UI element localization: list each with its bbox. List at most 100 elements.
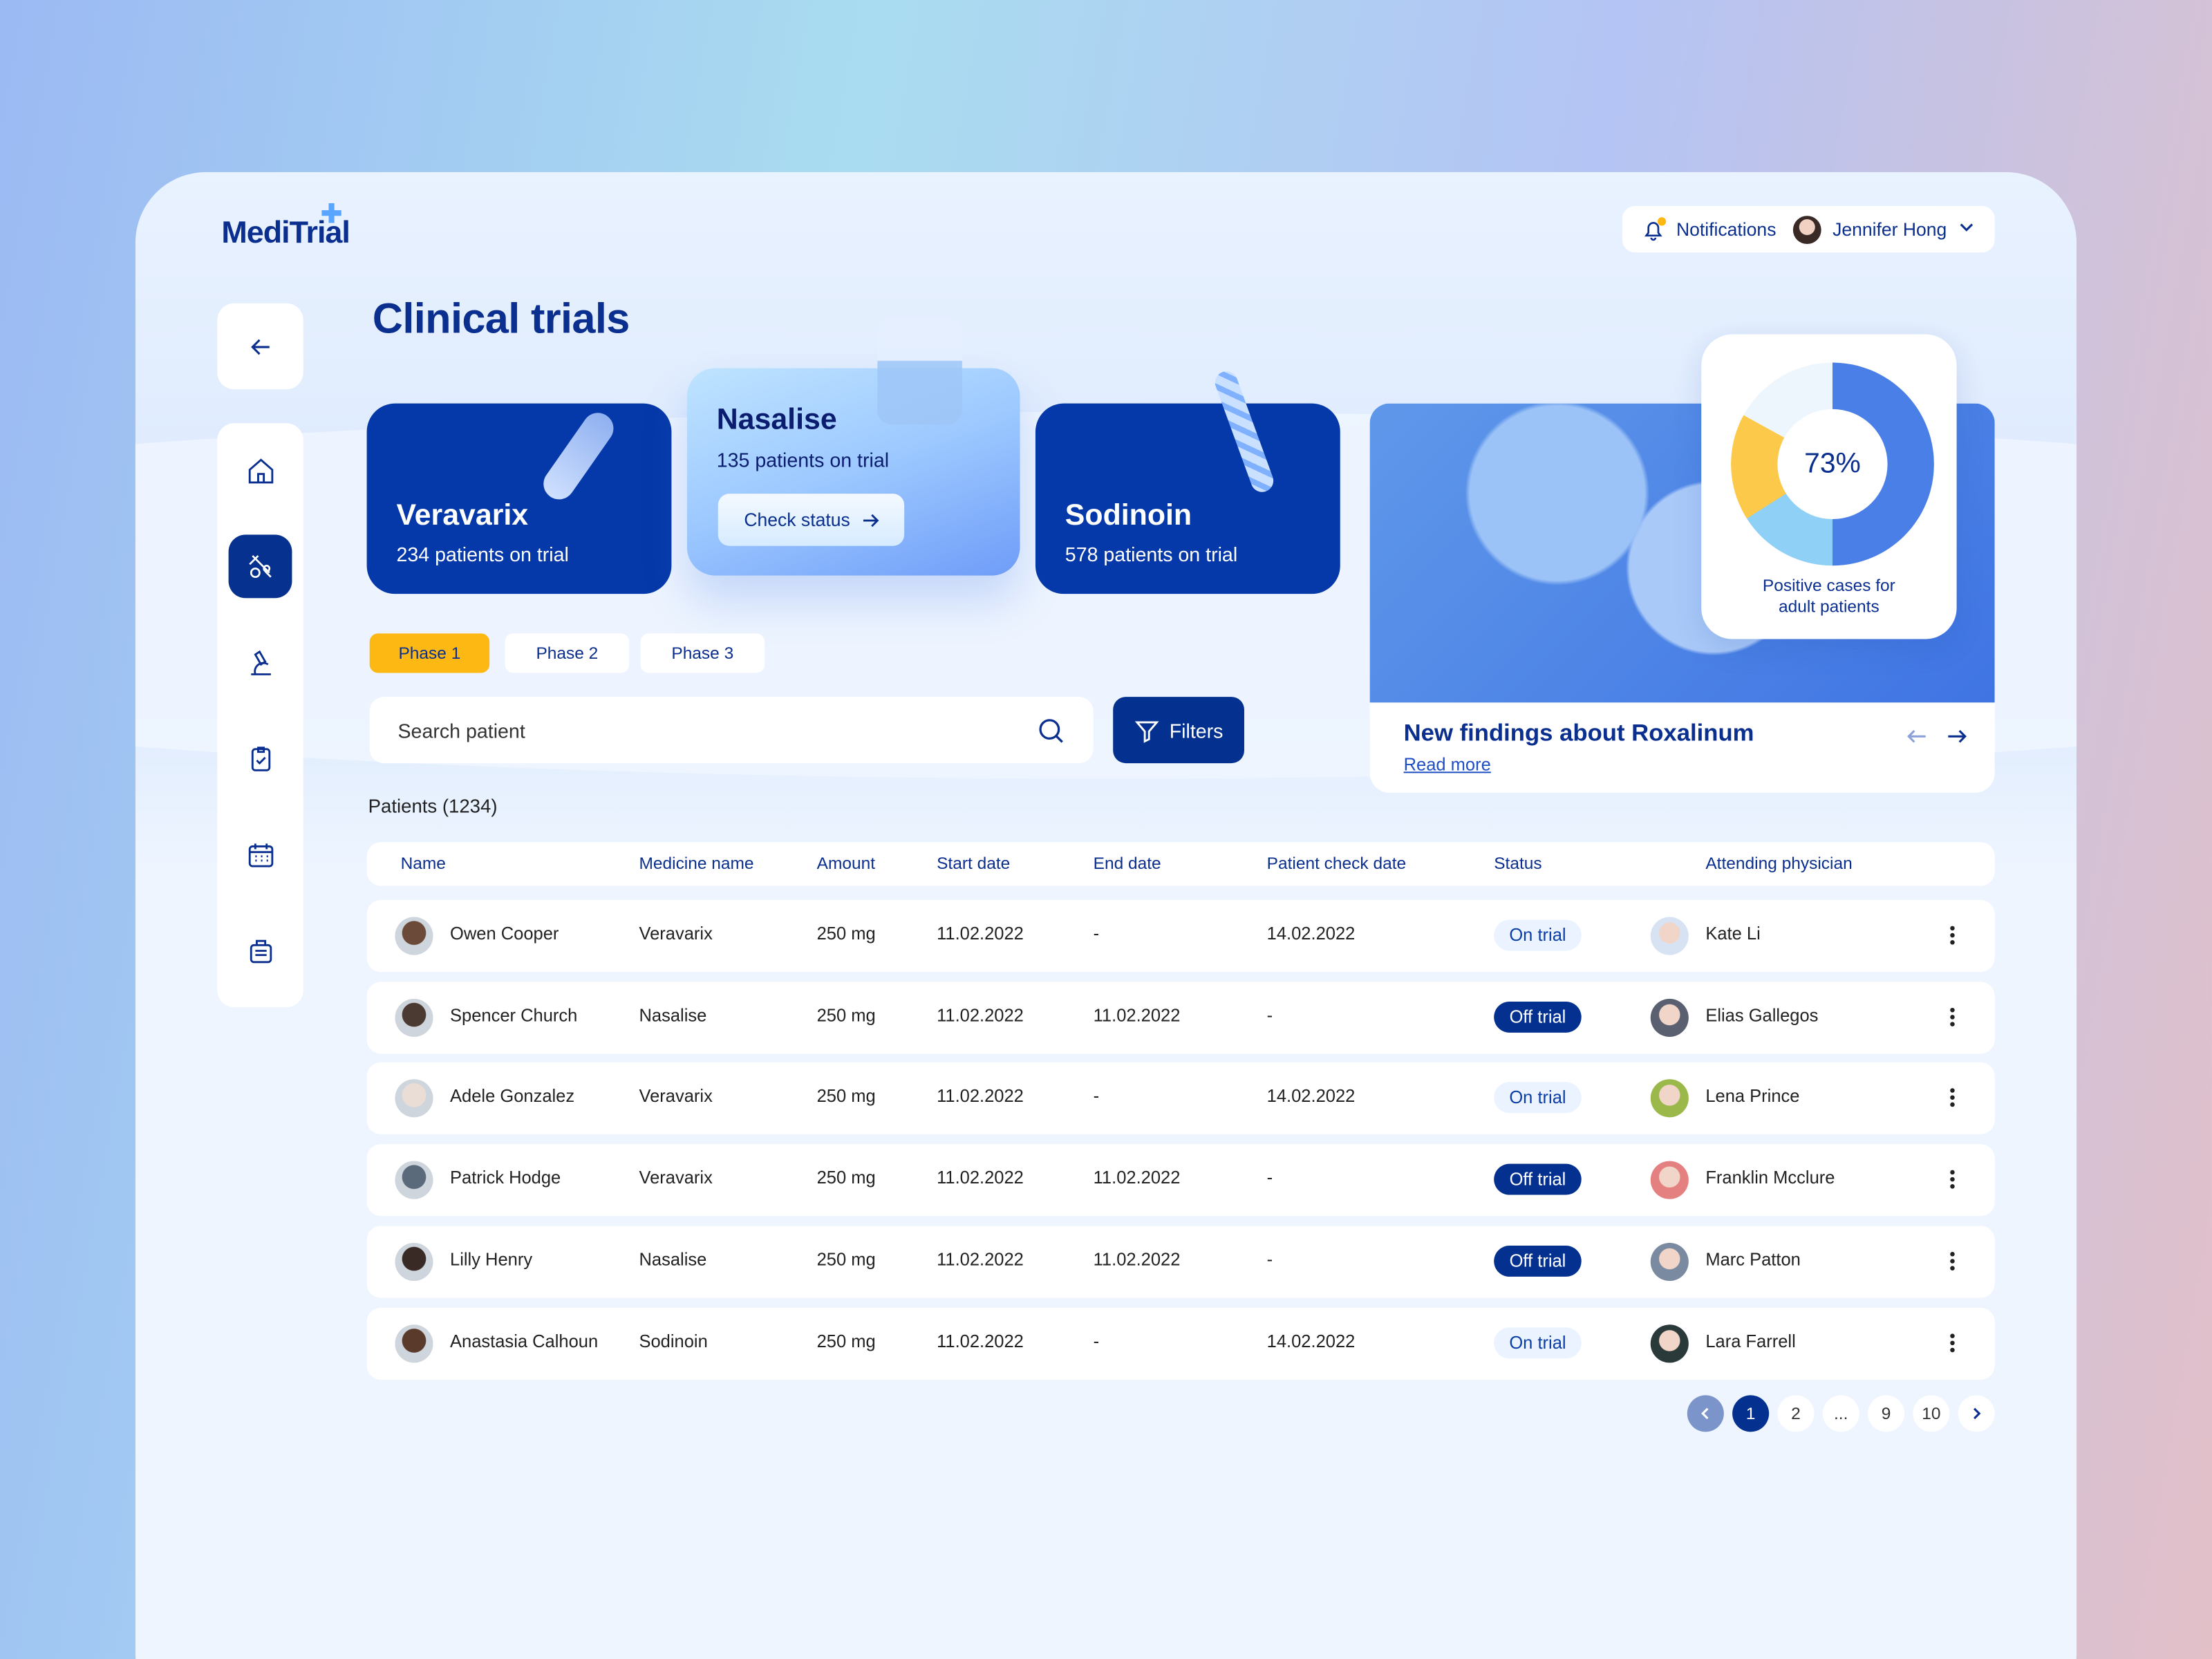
status-badge: On trial [1494,1327,1582,1359]
drug-card-veravarix[interactable]: Veravarix 234 patients on trial [366,403,672,594]
pagination-page[interactable]: 10 [1913,1395,1950,1432]
table-row[interactable]: Patrick Hodge Veravarix 250 mg 11.02.2022 11… [366,1144,1995,1217]
user-name[interactable]: Jennifer Hong [1833,218,1947,240]
end-date: 11.02.2022 [1093,1168,1181,1188]
column-header[interactable]: Amount [816,853,876,874]
physician-name: Kate Li [1705,924,1761,944]
patient-avatar [395,1242,433,1282]
table-row[interactable]: Anastasia Calhoun Sodinoin 250 mg 11.02.202… [366,1307,1995,1380]
pagination-page[interactable]: 1 [1732,1395,1770,1432]
sidebar-item-reports[interactable] [229,727,292,790]
sidebar-item-calendar[interactable] [229,823,292,886]
medicine-name: Nasalise [639,1006,707,1026]
sidebar-item-home[interactable] [229,439,292,503]
sidebar-item-trials[interactable] [228,534,292,599]
more-options-icon[interactable] [1949,1251,1955,1275]
arrow-left-icon[interactable] [1906,725,1929,748]
notifications-link[interactable]: Notifications [1676,218,1777,240]
tab-phase-1[interactable]: Phase 1 [369,633,490,673]
column-header[interactable]: Status [1494,853,1542,874]
end-date: 11.02.2022 [1093,1006,1181,1026]
filters-button[interactable]: Filters [1113,697,1244,764]
table-row[interactable]: Owen Cooper Veravarix 250 mg 11.02.2022 - 14.… [366,900,1995,973]
patient-name: Lilly Henry [450,1250,533,1270]
bell-icon[interactable] [1642,216,1667,241]
drug-card-nasalise[interactable]: Nasalise 135 patients on trial Check sta… [686,317,1020,576]
physician-name: Lena Prince [1705,1086,1800,1106]
column-header[interactable]: Start date [937,853,1011,874]
status-badge: On trial [1494,919,1582,951]
pagination-prev-button[interactable] [1687,1395,1724,1432]
more-options-icon[interactable] [1949,1333,1955,1358]
check-date: - [1266,1168,1273,1188]
drug-card-sodinoin[interactable]: Sodinoin 578 patients on trial [1035,368,1340,594]
check-date: 14.02.2022 [1266,1086,1356,1106]
calendar-icon [247,843,273,867]
home-icon [247,458,273,483]
patient-avatar [395,1079,433,1118]
table-row[interactable]: Lilly Henry Nasalise 250 mg 11.02.2022 11.02… [366,1226,1995,1298]
drug-patients: 135 patients on trial [716,448,890,471]
read-more-link[interactable]: Read more [1403,754,1491,775]
physician-avatar [1650,998,1689,1037]
status-badge: Off trial [1494,1163,1582,1195]
more-options-icon[interactable] [1949,1170,1955,1194]
physician-avatar [1650,917,1689,955]
iv-bag-illustration [877,317,962,425]
pagination-next-button[interactable] [1958,1395,1995,1432]
arrow-left-icon [250,338,269,355]
physician-name: Elias Gallegos [1705,1006,1819,1026]
column-header[interactable]: Attending physician [1705,853,1853,874]
status-badge: On trial [1494,1082,1582,1114]
amount: 250 mg [816,1168,876,1188]
tab-phase-2[interactable]: Phase 2 [505,633,630,673]
chevron-right-icon [1974,1407,1981,1420]
start-date: 11.02.2022 [937,1168,1024,1188]
check-date: - [1266,1250,1273,1270]
column-header[interactable]: Patient check date [1266,853,1407,874]
amount: 250 mg [816,1006,876,1026]
filter-icon [1134,720,1159,742]
check-status-button[interactable]: Check status [718,494,905,546]
end-date: - [1093,924,1100,944]
table-row[interactable]: Spencer Church Nasalise 250 mg 11.02.2022 11… [366,982,1995,1054]
column-header[interactable]: Name [400,853,446,874]
search-input[interactable]: Search patient [369,697,1094,764]
table-row[interactable]: Adele Gonzalez Veravarix 250 mg 11.02.2022 -… [366,1062,1995,1134]
search-icon[interactable] [1037,716,1065,744]
more-options-icon[interactable] [1949,1007,1955,1031]
chevron-down-icon[interactable] [1958,218,1975,240]
status-badge: Off trial [1494,1246,1582,1277]
patient-name: Patrick Hodge [450,1168,561,1188]
start-date: 11.02.2022 [937,1006,1024,1026]
more-options-icon[interactable] [1949,926,1955,950]
check-date: 14.02.2022 [1266,924,1356,944]
medicine-name: Veravarix [639,1168,713,1188]
tab-phase-3[interactable]: Phase 3 [640,633,765,673]
patient-avatar [395,917,433,955]
sidebar-item-archive[interactable] [229,919,292,982]
amount: 250 mg [816,924,876,944]
patient-name: Owen Cooper [450,924,559,944]
pagination-page[interactable]: 9 [1868,1395,1905,1432]
column-header[interactable]: Medicine name [639,853,754,874]
drug-name: Veravarix [396,499,529,532]
arrow-right-icon[interactable] [1945,725,1968,748]
end-date: - [1093,1331,1100,1352]
back-button[interactable] [217,303,303,390]
start-date: 11.02.2022 [937,1086,1024,1106]
physician-name: Franklin Mcclure [1705,1168,1835,1188]
drug-name: Nasalise [716,403,837,436]
check-status-label: Check status [744,509,850,531]
medicine-name: Veravarix [639,1086,713,1106]
user-avatar[interactable] [1792,215,1821,244]
more-options-icon[interactable] [1949,1087,1955,1112]
sidebar-item-lab[interactable] [229,630,292,694]
column-header[interactable]: End date [1093,853,1161,874]
medicine-name: Sodinoin [639,1331,708,1352]
chevron-left-icon [1701,1407,1709,1420]
page-title: Clinical trials [372,296,630,343]
pagination-page[interactable]: ... [1822,1395,1859,1432]
drug-name: Sodinoin [1065,499,1192,532]
pagination-page[interactable]: 2 [1777,1395,1815,1432]
